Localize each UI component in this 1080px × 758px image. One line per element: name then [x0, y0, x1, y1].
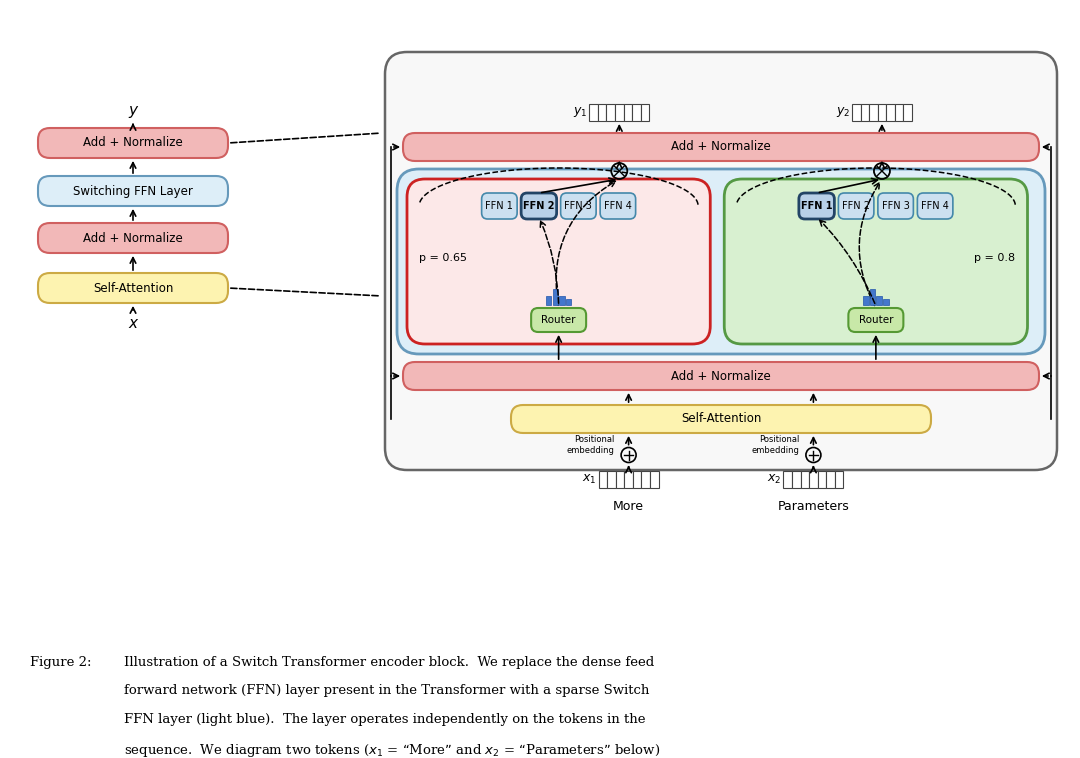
Bar — [809, 471, 818, 488]
Text: Illustration of a Switch Transformer encoder block.  We replace the dense feed: Illustration of a Switch Transformer enc… — [124, 656, 654, 669]
Bar — [863, 296, 868, 305]
Text: FFN 3: FFN 3 — [881, 201, 909, 211]
FancyBboxPatch shape — [482, 193, 517, 219]
FancyBboxPatch shape — [403, 362, 1039, 390]
Bar — [818, 471, 826, 488]
Bar — [883, 299, 889, 305]
Text: Switching FFN Layer: Switching FFN Layer — [73, 184, 193, 198]
Bar — [624, 471, 633, 488]
Text: Positional
embedding: Positional embedding — [752, 435, 799, 455]
FancyBboxPatch shape — [522, 193, 556, 219]
Text: FFN 2: FFN 2 — [842, 201, 870, 211]
Bar — [878, 104, 887, 121]
Text: Add + Normalize: Add + Normalize — [671, 369, 771, 383]
Text: Add + Normalize: Add + Normalize — [83, 136, 183, 149]
FancyBboxPatch shape — [407, 179, 711, 344]
FancyBboxPatch shape — [561, 193, 596, 219]
FancyBboxPatch shape — [878, 193, 914, 219]
Text: FFN 4: FFN 4 — [604, 201, 632, 211]
Text: p = 0.65: p = 0.65 — [419, 253, 467, 263]
Text: FFN 2: FFN 2 — [523, 201, 555, 211]
Text: $y_1$: $y_1$ — [572, 105, 588, 120]
Text: forward network (FFN) layer present in the Transformer with a sparse Switch: forward network (FFN) layer present in t… — [124, 684, 649, 697]
Text: FFN 3: FFN 3 — [565, 201, 592, 211]
Bar — [566, 299, 571, 305]
FancyBboxPatch shape — [403, 133, 1039, 161]
FancyBboxPatch shape — [38, 176, 228, 206]
Text: $x_2$: $x_2$ — [767, 473, 782, 486]
FancyBboxPatch shape — [917, 193, 953, 219]
Bar — [559, 296, 565, 305]
Bar — [826, 471, 835, 488]
Text: FFN layer (light blue).  The layer operates independently on the tokens in the: FFN layer (light blue). The layer operat… — [124, 713, 646, 726]
Bar — [835, 471, 843, 488]
Bar — [598, 104, 607, 121]
Bar — [616, 471, 624, 488]
Bar — [640, 104, 649, 121]
Bar — [650, 471, 659, 488]
Bar — [877, 296, 882, 305]
FancyBboxPatch shape — [799, 193, 835, 219]
FancyBboxPatch shape — [397, 169, 1045, 354]
Bar — [869, 104, 878, 121]
Bar — [642, 471, 650, 488]
Text: Figure 2:: Figure 2: — [30, 656, 92, 669]
Text: Positional
embedding: Positional embedding — [567, 435, 615, 455]
Bar — [632, 104, 640, 121]
Bar — [792, 471, 800, 488]
Text: Self-Attention: Self-Attention — [680, 412, 761, 425]
Text: Parameters: Parameters — [778, 500, 849, 513]
Bar — [598, 471, 607, 488]
Text: Router: Router — [541, 315, 576, 325]
Text: p = 0.8: p = 0.8 — [974, 253, 1015, 263]
FancyBboxPatch shape — [38, 128, 228, 158]
Bar — [607, 104, 615, 121]
FancyBboxPatch shape — [849, 308, 903, 332]
Text: $x_1$: $x_1$ — [582, 473, 596, 486]
Bar — [545, 296, 551, 305]
Text: FFN 1: FFN 1 — [485, 201, 513, 211]
FancyBboxPatch shape — [511, 405, 931, 433]
Text: More: More — [613, 500, 644, 513]
Bar — [903, 104, 912, 121]
Text: Router: Router — [859, 315, 893, 325]
Text: FFN 1: FFN 1 — [801, 201, 833, 211]
Text: $y_2$: $y_2$ — [836, 105, 850, 120]
Bar — [895, 104, 903, 121]
Bar — [553, 289, 558, 305]
Bar — [783, 471, 792, 488]
Bar — [800, 471, 809, 488]
Bar — [623, 104, 632, 121]
Text: Add + Normalize: Add + Normalize — [671, 140, 771, 154]
Bar — [861, 104, 869, 121]
Text: Self-Attention: Self-Attention — [93, 281, 173, 295]
Text: sequence.  We diagram two tokens ($x_1$ = “More” and $x_2$ = “Parameters” below): sequence. We diagram two tokens ($x_1$ =… — [124, 742, 660, 758]
Bar — [887, 104, 895, 121]
FancyBboxPatch shape — [531, 308, 586, 332]
Bar — [869, 289, 875, 305]
FancyBboxPatch shape — [38, 223, 228, 253]
Text: Add + Normalize: Add + Normalize — [83, 231, 183, 245]
FancyBboxPatch shape — [38, 273, 228, 303]
Text: y: y — [129, 104, 137, 118]
Bar — [633, 471, 642, 488]
FancyBboxPatch shape — [600, 193, 636, 219]
Text: FFN 4: FFN 4 — [921, 201, 949, 211]
FancyBboxPatch shape — [384, 52, 1057, 470]
FancyBboxPatch shape — [838, 193, 874, 219]
Bar — [852, 104, 861, 121]
Bar — [590, 104, 598, 121]
Text: x: x — [129, 315, 137, 330]
Bar — [607, 471, 616, 488]
FancyBboxPatch shape — [725, 179, 1027, 344]
Bar — [615, 104, 623, 121]
